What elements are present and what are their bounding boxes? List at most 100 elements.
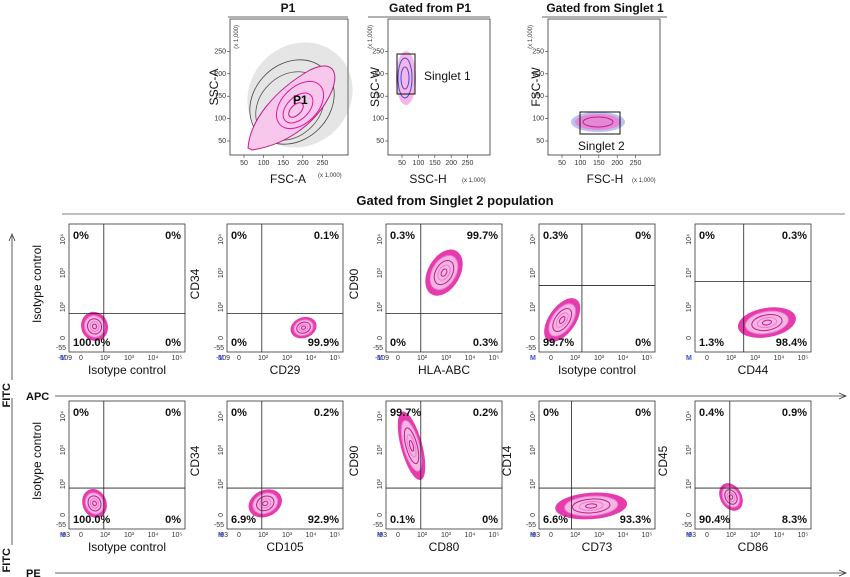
x-tick-label: 10³ [124,532,135,539]
x-tick-label: 10³ [282,355,293,362]
x-min-tick-label: -109 [375,355,389,362]
y-tick-label: 200 [532,71,544,78]
row1-panel-3: 0.3% 99.7% 0% 0.3% 0 10² 10³ 10⁴ 10⁵ 0 10² 10³ 10⁴ -1… [347,223,503,377]
quadrant-ll-percent: 99.7% [543,337,574,349]
marker-m-label: M [686,355,692,362]
x-tick-label: 10⁴ [774,532,785,539]
y-tick-label: 10⁴ [530,234,537,245]
row1-axes: FITC APC [1,232,848,407]
y-tick-label: 10³ [60,444,67,455]
y-axis-label: CD90 [347,445,361,476]
y-min-tick-label: -55 [214,522,224,529]
cell-population [425,249,463,296]
quadrant-lr-percent: 0% [482,514,498,526]
plot-frame [226,223,344,353]
x-tick-label: 10⁵ [489,355,500,362]
y-tick-label: 10⁴ [686,234,693,245]
y-axis-label: CD34 [188,268,202,299]
y-tick-label: 250 [372,48,384,55]
x-axis-label: CD73 [582,540,613,554]
x-tick-label: 10⁴ [465,355,476,362]
x-tick-label: 100 [575,160,587,167]
quadrant-lr-percent: 0.3% [473,337,498,349]
row2-x-axis-label: PE [26,568,41,577]
y-min-tick-label: -55 [56,345,66,352]
x-tick-label: 10² [726,532,737,539]
marker-m-label: M [530,532,536,539]
cell-population [555,492,628,520]
y-tick-label: 200 [372,71,384,78]
cell-population [737,307,796,338]
y-tick-label: 10² [377,301,384,312]
row1-panel-1: 0% 0% 100.0% 0% 0 10² 10³ 10⁴ 10⁵ 0 10² 10³ 10⁴ -109 -… [30,223,186,377]
x-axis-label: CD80 [429,540,460,554]
cell-population [81,311,109,341]
row2-panel-5: 0.4% 0.9% 90.4% 8.3% 0 10² 10³ 10⁴ 10⁵ 0 10² 10³ 10⁴… [656,400,812,554]
cell-population [82,488,107,518]
x-tick-label: 10⁴ [618,355,629,362]
x-tick-label: 0 [237,355,241,362]
quadrant-ur-percent: 0.2% [314,407,339,419]
x-tick-label: 100 [258,160,270,167]
row2-y-axis-label: FITC [1,548,13,572]
y-tick-label: 10² [218,478,225,489]
y-tick-label: 10⁴ [60,411,67,422]
x-tick-label: 10⁵ [642,355,653,362]
quadrant-ll-percent: 6.9% [231,514,256,526]
quadrant-ll-percent: 6.6% [543,514,568,526]
cell-population [397,411,426,481]
y-tick-label: 0 [60,336,67,340]
x-tick-label: 10² [570,532,581,539]
x-tick-label: 10³ [594,532,605,539]
x-tick-label: 0 [705,532,709,539]
quadrant-panels: 0% 0% 100.0% 0% 0 10² 10³ 10⁴ 10⁵ 0 10² 10³ 10⁴ -109 -… [30,223,812,554]
x-tick-label: 10⁵ [330,532,341,539]
quadrant-lr-percent: 0% [165,514,181,526]
y-tick-label: 10⁴ [218,411,225,422]
y-axis-label: CD45 [656,445,670,476]
y-tick-label: 10² [686,301,693,312]
row2-panel-2: 0% 0.2% 6.9% 92.9% 0 10² 10³ 10⁴ 10⁵ 0 10² 10³ 10⁴ -9… [188,400,344,554]
x-tick-label: 10⁵ [330,355,341,362]
quadrant-ul-percent: 0% [543,407,559,419]
axis-unit: (x 1,000) [632,178,656,184]
x-tick-label: 0 [396,355,400,362]
quadrant-ul-percent: 0% [73,230,89,242]
y-axis-label: FSC-W [529,67,543,107]
y-min-tick-label: -55 [526,345,536,352]
x-tick-label: 250 [630,160,642,167]
svg-text:(x 1,000): (x 1,000) [234,25,240,49]
svg-text:(x 1,000): (x 1,000) [528,25,534,49]
chart-title: Gated from P1 [389,1,471,15]
x-tick-label: 10⁴ [465,532,476,539]
x-axis-label: CD86 [738,540,769,554]
x-tick-label: 50 [240,160,248,167]
x-tick-label: 0 [79,532,83,539]
quadrant-ur-percent: 0% [635,407,651,419]
x-tick-label: 100 [413,160,425,167]
quadrant-ur-percent: 0.9% [782,407,807,419]
quadrant-ul-percent: 0% [231,230,247,242]
x-tick-label: 10² [417,355,428,362]
y-tick-label: 10³ [60,267,67,278]
x-axis-label: Isotype control [558,363,636,377]
row1-x-axis-label: APC [26,391,49,403]
quadrant-ur-percent: 0.1% [314,230,339,242]
x-tick-label: 10² [570,355,581,362]
marker-m-label: M [686,532,692,539]
quadrant-lr-percent: 93.3% [620,514,651,526]
x-tick-label: 50 [398,160,406,167]
section-title: Gated from Singlet 2 population [356,193,553,208]
marker-m-label: M [218,532,224,539]
x-tick-label: 250 [462,160,474,167]
chart-title: P1 [281,1,296,15]
x-tick-label: 0 [237,532,241,539]
x-tick-label: 10⁵ [798,532,809,539]
x-tick-label: 10² [258,532,269,539]
y-tick-label: 0 [218,513,225,517]
gating-plot-singlet1: Gated from P1 Singlet 1 SSC-H SSC-W (x 1… [368,1,491,186]
y-tick-label: 10⁴ [686,411,693,422]
x-tick-label: 0 [705,355,709,362]
quadrant-ul-percent: 0% [231,407,247,419]
